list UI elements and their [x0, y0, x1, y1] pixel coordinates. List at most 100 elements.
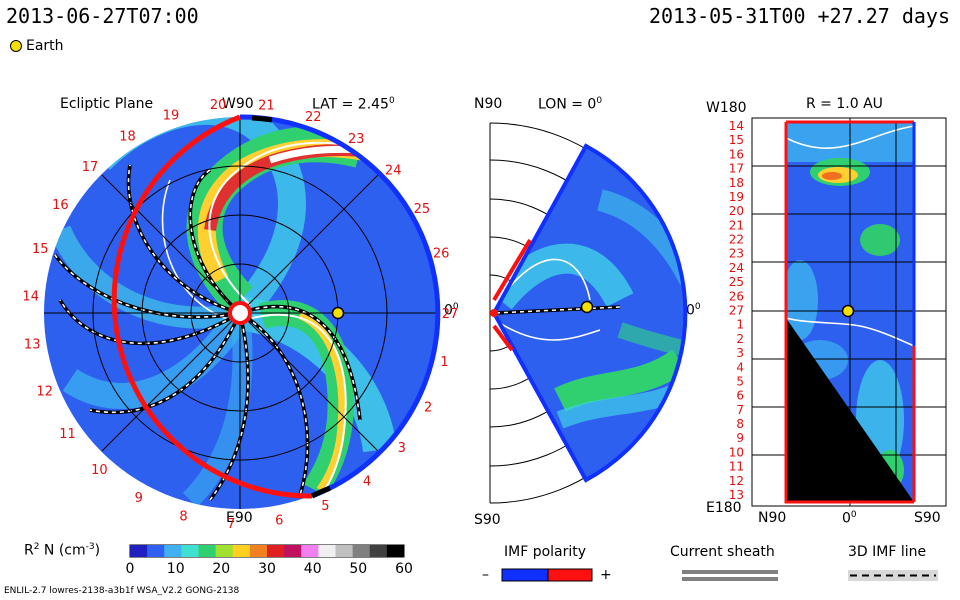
sphere-tick-label: 15 — [729, 133, 744, 147]
sphere-tick-label: 20 — [729, 204, 744, 218]
colorbar-tick-label: 40 — [304, 561, 322, 577]
carrington-tick-label: 16 — [52, 198, 69, 213]
meridional-bottom-label: S90 — [474, 512, 501, 528]
carrington-tick-label: 19 — [163, 109, 180, 124]
colorbar-segment — [267, 545, 285, 557]
earth-marker-meridional — [580, 300, 594, 314]
imf-polarity-legend — [501, 568, 593, 582]
sphere-tick-label: 6 — [736, 389, 744, 403]
carrington-tick-label: 13 — [24, 338, 41, 353]
carrington-tick-label: 2 — [424, 400, 432, 415]
carrington-tick-label: 6 — [275, 513, 283, 528]
colorbar-segment — [164, 545, 182, 557]
earth-marker-icon — [10, 40, 22, 52]
model-info: ENLIL-2.7 lowres-2138-a3b1f WSA_V2.2 GON… — [4, 586, 240, 596]
colorbar-tick-label: 60 — [395, 561, 413, 577]
ecliptic-top-label: W90 — [222, 96, 254, 112]
sphere-plot — [751, 117, 947, 507]
ecliptic-title: Ecliptic Plane — [60, 96, 154, 112]
carrington-tick-label: 11 — [59, 427, 76, 442]
sphere-x-right: S90 — [914, 510, 941, 526]
colorbar-segment — [198, 545, 217, 557]
meridional-plane-plot — [489, 122, 688, 504]
meridional-lon-label: LON = 00 — [538, 96, 602, 113]
sphere-tick-label: 10 — [729, 445, 744, 459]
colorbar-tick-label: 30 — [258, 561, 276, 577]
carrington-tick-label: 21 — [258, 99, 275, 114]
sphere-bottom-left-label: E180 — [706, 500, 742, 516]
colorbar-segment — [386, 545, 405, 557]
earth-legend: Earth — [10, 38, 64, 54]
sphere-tick-label: 27 — [729, 304, 744, 318]
imf3d-title: 3D IMF line — [848, 544, 927, 560]
carrington-tick-label: 10 — [91, 463, 108, 478]
carrington-tick-label: 7 — [227, 517, 235, 532]
lon-value: LON = 0 — [538, 96, 597, 113]
sphere-tick-label: 9 — [736, 431, 744, 445]
carrington-tick-label: 5 — [321, 499, 329, 514]
colorbar-tick-label: 20 — [212, 561, 230, 577]
imf-polarity-title: IMF polarity — [504, 544, 587, 560]
carrington-tick-label: 1 — [440, 355, 448, 370]
timestamp: 2013-06-27T07:00 — [6, 4, 199, 28]
carrington-tick-label: 26 — [433, 246, 450, 261]
lat-degree: 0 — [388, 96, 395, 106]
sphere-y-ticks: 1415161718192021222324252627123456789101… — [729, 119, 744, 502]
carrington-tick-label: 12 — [36, 384, 53, 399]
meridional-top-label: N90 — [474, 96, 503, 112]
carrington-tick-label: 24 — [385, 163, 402, 178]
colorbar-tick-label: 10 — [167, 561, 185, 577]
sphere-tick-label: 4 — [736, 360, 744, 374]
colorbar-segment — [130, 545, 148, 557]
meridional-right-label: 00 — [686, 302, 701, 319]
carrington-tick-label: 8 — [179, 509, 187, 524]
sphere-title: R = 1.0 AU — [806, 96, 883, 112]
carrington-tick-label: 14 — [22, 289, 39, 304]
sphere-tick-label: 8 — [736, 417, 744, 431]
sphere-tick-label: 2 — [736, 332, 744, 346]
ecliptic-right-label: 00 — [444, 302, 459, 319]
carrington-tick-label: 9 — [135, 491, 143, 506]
sphere-tick-label: 19 — [729, 190, 744, 204]
carrington-tick-label: 4 — [363, 474, 371, 489]
colorbar-segment — [284, 545, 302, 557]
density-sup-r: 2 — [33, 542, 40, 552]
density-colorbar: 0 10 20 30 40 50 60 — [126, 544, 413, 577]
ecl-zero-degree: 0 — [452, 302, 459, 312]
sphere-tick-label: 3 — [736, 346, 744, 360]
sphere-tick-label: 5 — [736, 375, 744, 389]
imf-minus-label: – — [482, 567, 489, 583]
colorbar-segment — [352, 545, 371, 557]
density-label: R2 N (cm-3) — [24, 542, 101, 559]
sphere-tick-label: 25 — [729, 275, 744, 289]
sphere-tick-label: 12 — [729, 474, 744, 488]
lat-value: LAT = 2.45 — [312, 96, 389, 113]
ecl-zero: 0 — [444, 302, 453, 319]
colorbar-segment — [369, 545, 388, 557]
colorbar-segment — [147, 545, 165, 557]
lon-degree: 0 — [596, 96, 603, 106]
colorbar-segment — [335, 545, 354, 557]
sun-marker — [228, 301, 252, 325]
earth-marker-sphere — [841, 304, 855, 318]
colorbar-tick-label: 50 — [349, 561, 367, 577]
colorbar-segment — [249, 545, 268, 557]
sphere-top-left-label: W180 — [706, 100, 747, 116]
sphere-tick-label: 13 — [729, 488, 744, 502]
carrington-tick-label: 3 — [398, 441, 406, 456]
sphere-zero: 0 — [842, 510, 851, 527]
mer-zero-degree: 0 — [694, 302, 701, 312]
sphere-tick-label: 18 — [729, 176, 744, 190]
sphere-tick-label: 23 — [729, 247, 744, 261]
sphere-x-mid: 00 — [842, 510, 857, 527]
current-sheath-title: Current sheath — [670, 544, 775, 560]
colorbar-segment — [181, 545, 200, 557]
ecliptic-lat-label: LAT = 2.450 — [312, 96, 395, 113]
carrington-tick-label: 20 — [210, 98, 227, 113]
colorbar-segment — [301, 545, 319, 557]
sphere-tick-label: 1 — [736, 318, 744, 332]
carrington-tick-label: 27 — [442, 307, 459, 322]
sphere-tick-label: 22 — [729, 233, 744, 247]
